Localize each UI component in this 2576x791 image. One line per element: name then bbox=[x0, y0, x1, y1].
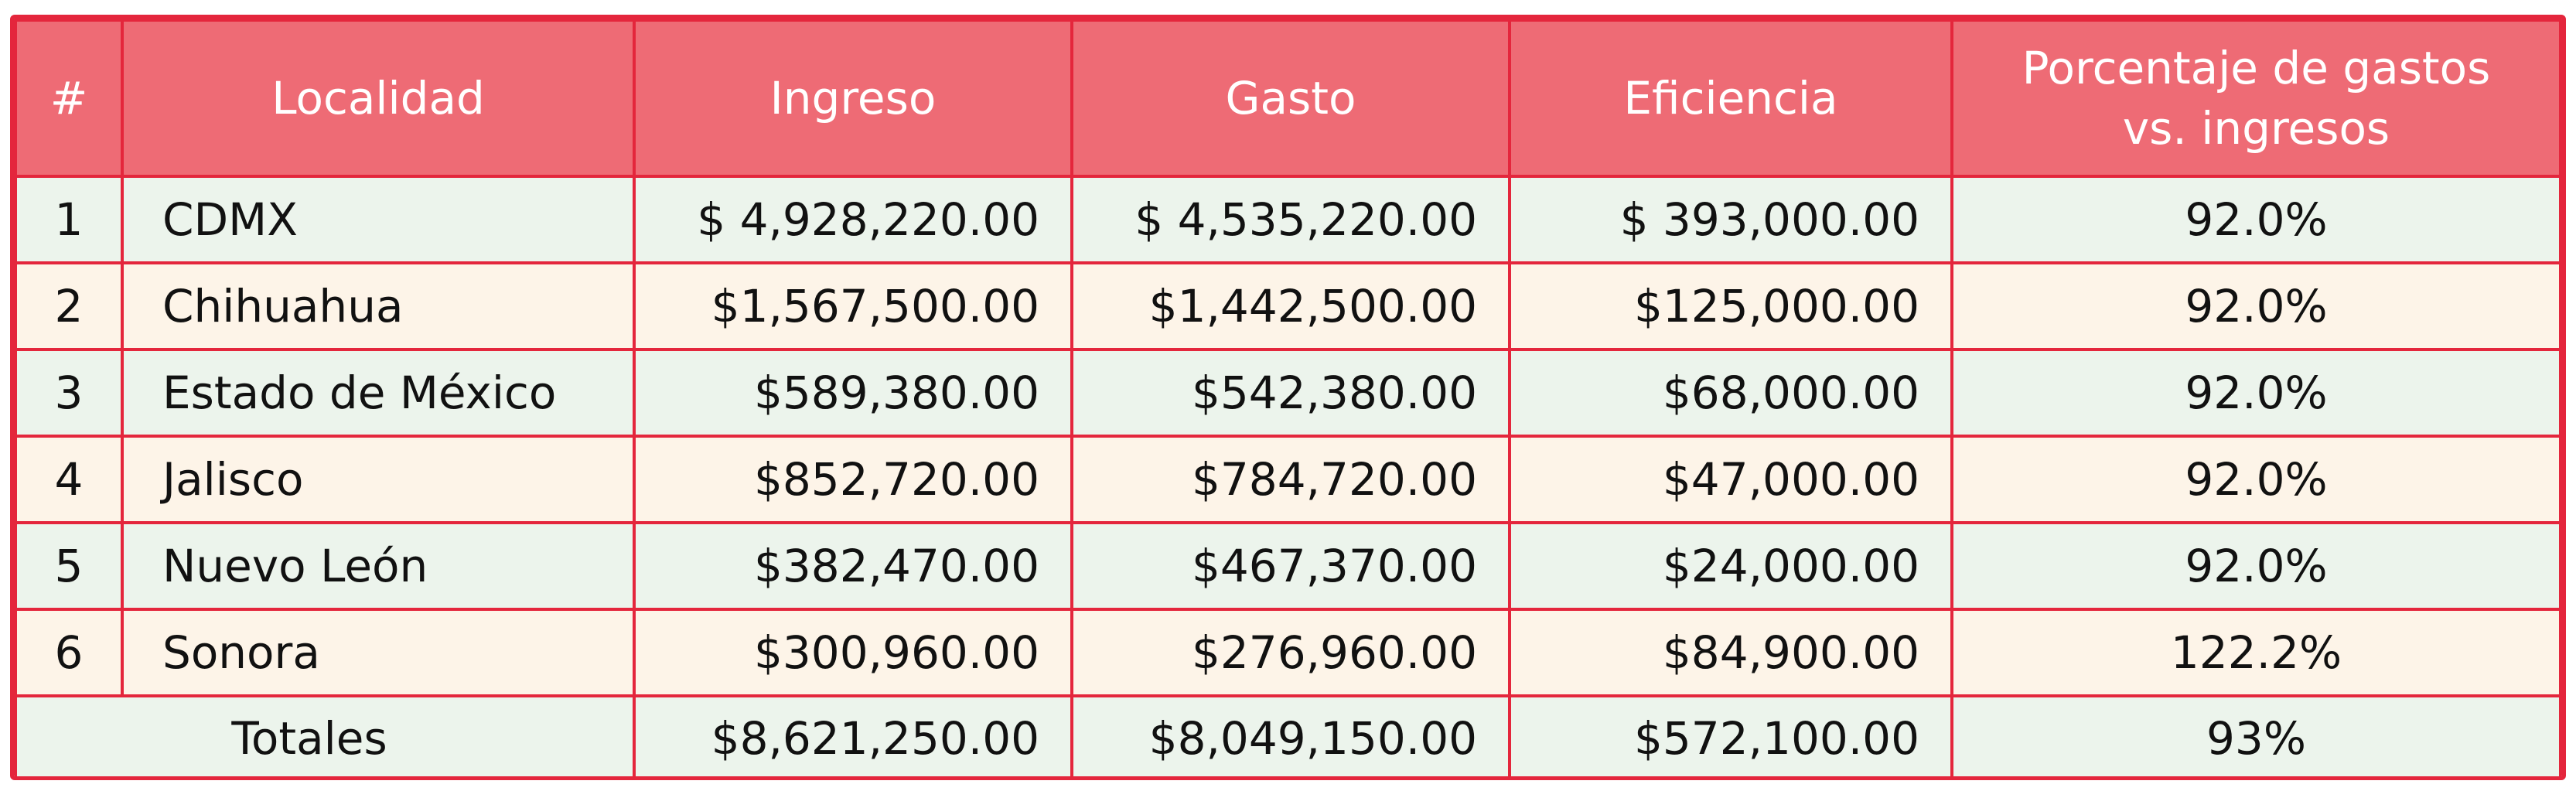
cell-localidad: Sonora bbox=[121, 608, 636, 697]
cell-gasto: $ 4,535,220.00 bbox=[1070, 175, 1511, 264]
cell-localidad: Nuevo León bbox=[121, 521, 636, 611]
cell-num: 4 bbox=[14, 435, 124, 524]
cell-num: 3 bbox=[14, 348, 124, 438]
cell-ingreso: $1,567,500.00 bbox=[633, 261, 1073, 351]
table-row: 4 Jalisco $852,720.00 $784,720.00 $47,00… bbox=[14, 435, 2562, 524]
table-row: 1 CDMX $ 4,928,220.00 $ 4,535,220.00 $ 3… bbox=[14, 175, 2562, 264]
cell-porcentaje: 92.0% bbox=[1950, 175, 2562, 264]
cell-ingreso: $852,720.00 bbox=[633, 435, 1073, 524]
totals-eficiencia: $572,100.00 bbox=[1508, 694, 1953, 776]
cell-localidad: Chihuahua bbox=[121, 261, 636, 351]
cell-gasto: $1,442,500.00 bbox=[1070, 261, 1511, 351]
header-gasto: Gasto bbox=[1070, 19, 1511, 178]
cell-porcentaje: 122.2% bbox=[1950, 608, 2562, 697]
totals-porcentaje: 93% bbox=[1950, 694, 2562, 776]
header-localidad: Localidad bbox=[121, 19, 636, 178]
finance-table-container: # Localidad Ingreso Gasto Eficiencia Por… bbox=[10, 15, 2566, 780]
cell-porcentaje: 92.0% bbox=[1950, 521, 2562, 611]
totals-gasto: $8,049,150.00 bbox=[1070, 694, 1511, 776]
cell-ingreso: $ 4,928,220.00 bbox=[633, 175, 1073, 264]
table-row: 5 Nuevo León $382,470.00 $467,370.00 $24… bbox=[14, 521, 2562, 611]
totals-row: Totales $8,621,250.00 $8,049,150.00 $572… bbox=[14, 694, 2562, 776]
cell-localidad: Jalisco bbox=[121, 435, 636, 524]
cell-num: 1 bbox=[14, 175, 124, 264]
header-num: # bbox=[14, 19, 124, 178]
header-porcentaje-line2: vs. ingresos bbox=[2122, 102, 2390, 155]
cell-gasto: $276,960.00 bbox=[1070, 608, 1511, 697]
cell-num: 6 bbox=[14, 608, 124, 697]
table-row: 3 Estado de México $589,380.00 $542,380.… bbox=[14, 348, 2562, 438]
cell-num: 5 bbox=[14, 521, 124, 611]
header-eficiencia: Eficiencia bbox=[1508, 19, 1953, 178]
cell-porcentaje: 92.0% bbox=[1950, 261, 2562, 351]
cell-eficiencia: $47,000.00 bbox=[1508, 435, 1953, 524]
header-porcentaje-line1: Porcentaje de gastos bbox=[2022, 42, 2491, 94]
cell-eficiencia: $24,000.00 bbox=[1508, 521, 1953, 611]
table-row: 2 Chihuahua $1,567,500.00 $1,442,500.00 … bbox=[14, 261, 2562, 351]
cell-porcentaje: 92.0% bbox=[1950, 435, 2562, 524]
cell-eficiencia: $125,000.00 bbox=[1508, 261, 1953, 351]
cell-ingreso: $300,960.00 bbox=[633, 608, 1073, 697]
cell-eficiencia: $ 393,000.00 bbox=[1508, 175, 1953, 264]
header-row: # Localidad Ingreso Gasto Eficiencia Por… bbox=[14, 19, 2562, 178]
finance-table: # Localidad Ingreso Gasto Eficiencia Por… bbox=[14, 19, 2562, 776]
cell-localidad: CDMX bbox=[121, 175, 636, 264]
cell-gasto: $784,720.00 bbox=[1070, 435, 1511, 524]
cell-eficiencia: $68,000.00 bbox=[1508, 348, 1953, 438]
totals-label: Totales bbox=[14, 694, 636, 776]
cell-gasto: $542,380.00 bbox=[1070, 348, 1511, 438]
cell-ingreso: $589,380.00 bbox=[633, 348, 1073, 438]
cell-ingreso: $382,470.00 bbox=[633, 521, 1073, 611]
cell-porcentaje: 92.0% bbox=[1950, 348, 2562, 438]
cell-num: 2 bbox=[14, 261, 124, 351]
header-ingreso: Ingreso bbox=[633, 19, 1073, 178]
table-row: 6 Sonora $300,960.00 $276,960.00 $84,900… bbox=[14, 608, 2562, 697]
cell-gasto: $467,370.00 bbox=[1070, 521, 1511, 611]
cell-localidad: Estado de México bbox=[121, 348, 636, 438]
table-body: 1 CDMX $ 4,928,220.00 $ 4,535,220.00 $ 3… bbox=[14, 175, 2562, 697]
totals-ingreso: $8,621,250.00 bbox=[633, 694, 1073, 776]
table-header: # Localidad Ingreso Gasto Eficiencia Por… bbox=[14, 19, 2562, 178]
table-footer: Totales $8,621,250.00 $8,049,150.00 $572… bbox=[14, 694, 2562, 776]
header-porcentaje: Porcentaje de gastos vs. ingresos bbox=[1950, 19, 2562, 178]
cell-eficiencia: $84,900.00 bbox=[1508, 608, 1953, 697]
